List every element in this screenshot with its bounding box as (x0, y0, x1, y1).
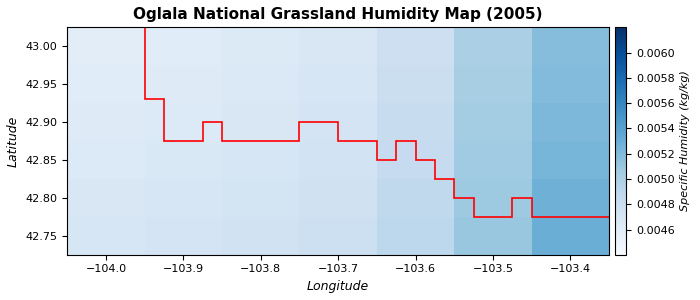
Y-axis label: Latitude: Latitude (7, 115, 20, 167)
Y-axis label: Specific Humidity (kg/kg): Specific Humidity (kg/kg) (680, 70, 690, 212)
Title: Oglala National Grassland Humidity Map (2005): Oglala National Grassland Humidity Map (… (134, 7, 543, 22)
X-axis label: Longitude: Longitude (307, 280, 370, 293)
